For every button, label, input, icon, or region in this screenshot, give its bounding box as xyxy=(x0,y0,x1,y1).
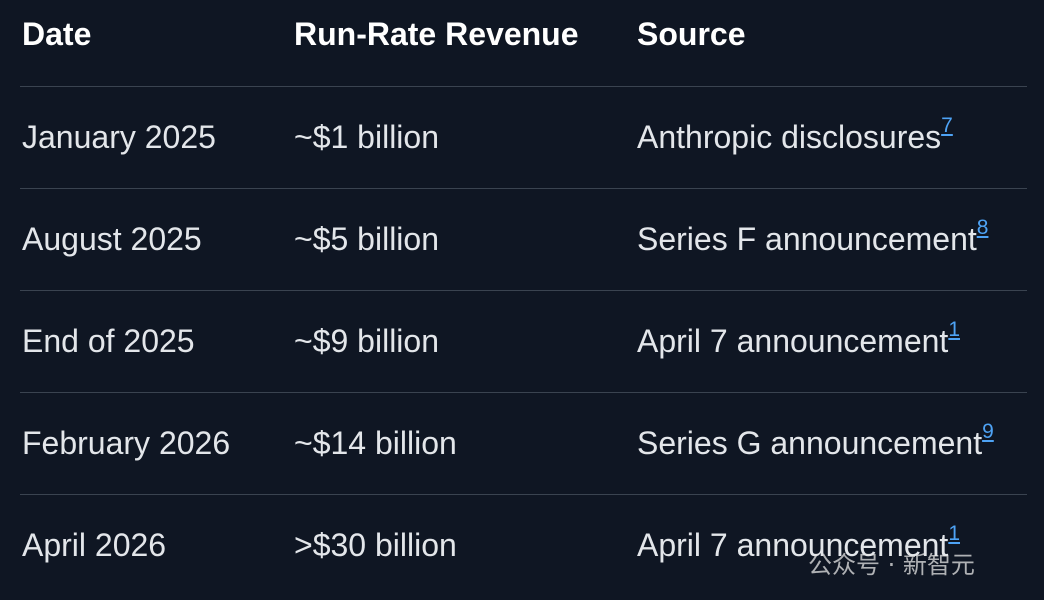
header-cell: Source xyxy=(637,16,746,52)
header-row: Date Run-Rate Revenue Source xyxy=(20,0,1027,86)
revenue-cell: >$30 billion xyxy=(294,527,457,563)
reference-link[interactable]: 8 xyxy=(976,215,989,239)
date-cell: February 2026 xyxy=(22,425,231,461)
reference-link[interactable]: 1 xyxy=(948,317,960,341)
source-cell: April 7 announcement 1 xyxy=(637,495,960,596)
revenue-cell: ~$1 billion xyxy=(294,119,439,155)
date-cell: August 2025 xyxy=(22,221,202,257)
table-row: End of 2025 ~$9 billion April 7 announceme… xyxy=(20,290,1027,392)
reference-link[interactable]: 7 xyxy=(941,113,953,137)
source-text: Anthropic disclosures xyxy=(637,119,942,155)
reference-link[interactable]: 9 xyxy=(982,419,994,443)
source-text: April 7 announcement xyxy=(637,323,949,359)
source-text: Series F announcement xyxy=(637,221,977,257)
date-cell: End of 2025 xyxy=(22,323,195,359)
table-row: April 2026 >$30 billion April 7 announceme… xyxy=(20,494,1027,596)
header-cell: Run-Rate Revenue xyxy=(294,16,579,52)
source-cell: Series F announcement 8 xyxy=(637,189,988,290)
source-cell: April 7 announcement 1 xyxy=(637,291,960,392)
table-row: February 2026 ~$14 billion Series G announ… xyxy=(20,392,1027,494)
table-row: January 2025 ~$1 billion Anthropic disclos… xyxy=(20,86,1027,188)
header-cell: Date xyxy=(22,16,92,52)
revenue-cell: ~$5 billion xyxy=(294,221,439,257)
reference-link[interactable]: 1 xyxy=(948,521,960,545)
table: Date Run-Rate Revenue Source January 202… xyxy=(20,0,1027,596)
source-cell: Series G announcement 9 xyxy=(637,393,994,494)
source-cell: Anthropic disclosures 7 xyxy=(637,87,953,188)
revenue-cell: ~$9 billion xyxy=(294,323,439,359)
watermark: 公众号 · 新智元 xyxy=(808,551,975,579)
date-cell: April 2026 xyxy=(22,527,167,563)
source-text: April 7 announcement xyxy=(637,527,949,563)
date-cell: January 2025 xyxy=(22,119,216,155)
revenue-cell: ~$14 billion xyxy=(294,425,457,461)
table-row: August 2025 ~$5 billion Series F announcem… xyxy=(20,188,1027,290)
source-text: Series G announcement xyxy=(637,425,983,461)
